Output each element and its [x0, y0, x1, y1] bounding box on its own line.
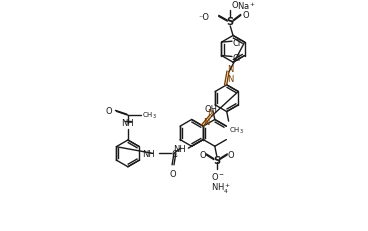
Text: NH$_4^+$: NH$_4^+$ [210, 181, 230, 195]
Text: ⁻O: ⁻O [198, 13, 209, 22]
Text: O: O [199, 151, 206, 160]
Text: CH$_3$: CH$_3$ [229, 125, 244, 136]
Text: O: O [228, 151, 234, 160]
Text: NH: NH [173, 144, 185, 153]
Text: N: N [203, 117, 209, 126]
Text: Na$^+$: Na$^+$ [237, 0, 256, 12]
Text: S: S [213, 155, 220, 165]
Text: NH: NH [142, 149, 155, 158]
Text: O: O [105, 106, 112, 116]
Text: O: O [170, 169, 176, 178]
Text: OH: OH [204, 104, 217, 113]
Text: O$^-$: O$^-$ [210, 170, 225, 181]
Text: N: N [207, 108, 213, 117]
Text: CH$_3$: CH$_3$ [142, 111, 157, 121]
Text: O: O [243, 11, 249, 20]
Text: S: S [227, 17, 234, 27]
Text: Cl: Cl [233, 39, 241, 47]
Text: N: N [227, 74, 234, 83]
Text: N: N [227, 65, 233, 74]
Text: NH: NH [121, 118, 134, 127]
Text: Cl: Cl [233, 54, 241, 63]
Text: C: C [125, 111, 131, 120]
Text: C: C [171, 149, 177, 158]
Text: O: O [231, 1, 238, 10]
